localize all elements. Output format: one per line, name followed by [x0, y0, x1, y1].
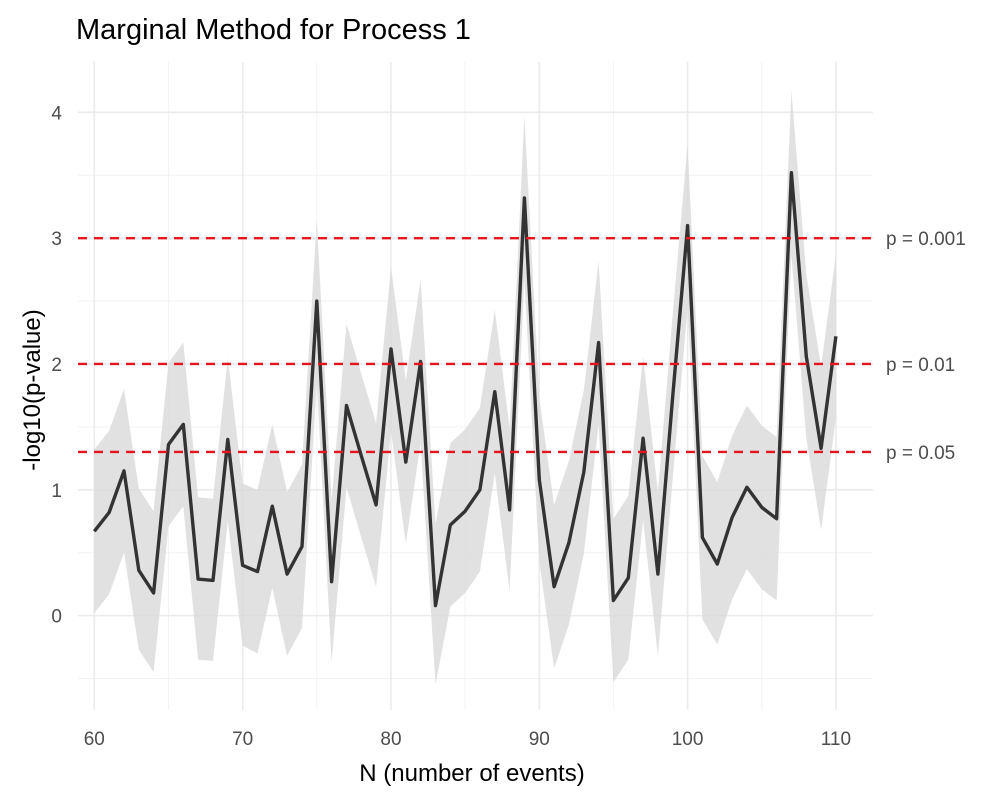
y-tick-label: 0 [51, 607, 62, 628]
series-line-group [92, 170, 838, 608]
x-tick-label: 70 [232, 729, 253, 750]
y-tick-label: 3 [51, 229, 62, 250]
y-tick-label: 4 [51, 103, 62, 124]
chart-title: Marginal Method for Process 1 [76, 14, 471, 46]
series-line [92, 170, 838, 608]
reference-lines: p = 0.001 p = 0.01 p = 0.05 [78, 229, 966, 464]
x-tick-label: 90 [529, 729, 550, 750]
y-axis-title: -log10(p-value) [19, 309, 46, 470]
x-tick-label: 100 [672, 729, 704, 750]
y-tick-label: 1 [51, 481, 62, 502]
reference-label: p = 0.05 [886, 443, 955, 464]
y-tick-label: 2 [51, 355, 62, 376]
y-axis-ticks: 0 1 2 3 4 [51, 103, 62, 627]
x-tick-label: 60 [84, 729, 105, 750]
reference-label: p = 0.001 [886, 229, 966, 250]
x-axis-title: N (number of events) [359, 760, 584, 787]
x-tick-label: 80 [380, 729, 401, 750]
reference-label: p = 0.01 [886, 355, 955, 376]
x-axis-ticks: 60 70 80 90 100 110 [84, 729, 851, 750]
x-tick-label: 110 [821, 729, 851, 750]
